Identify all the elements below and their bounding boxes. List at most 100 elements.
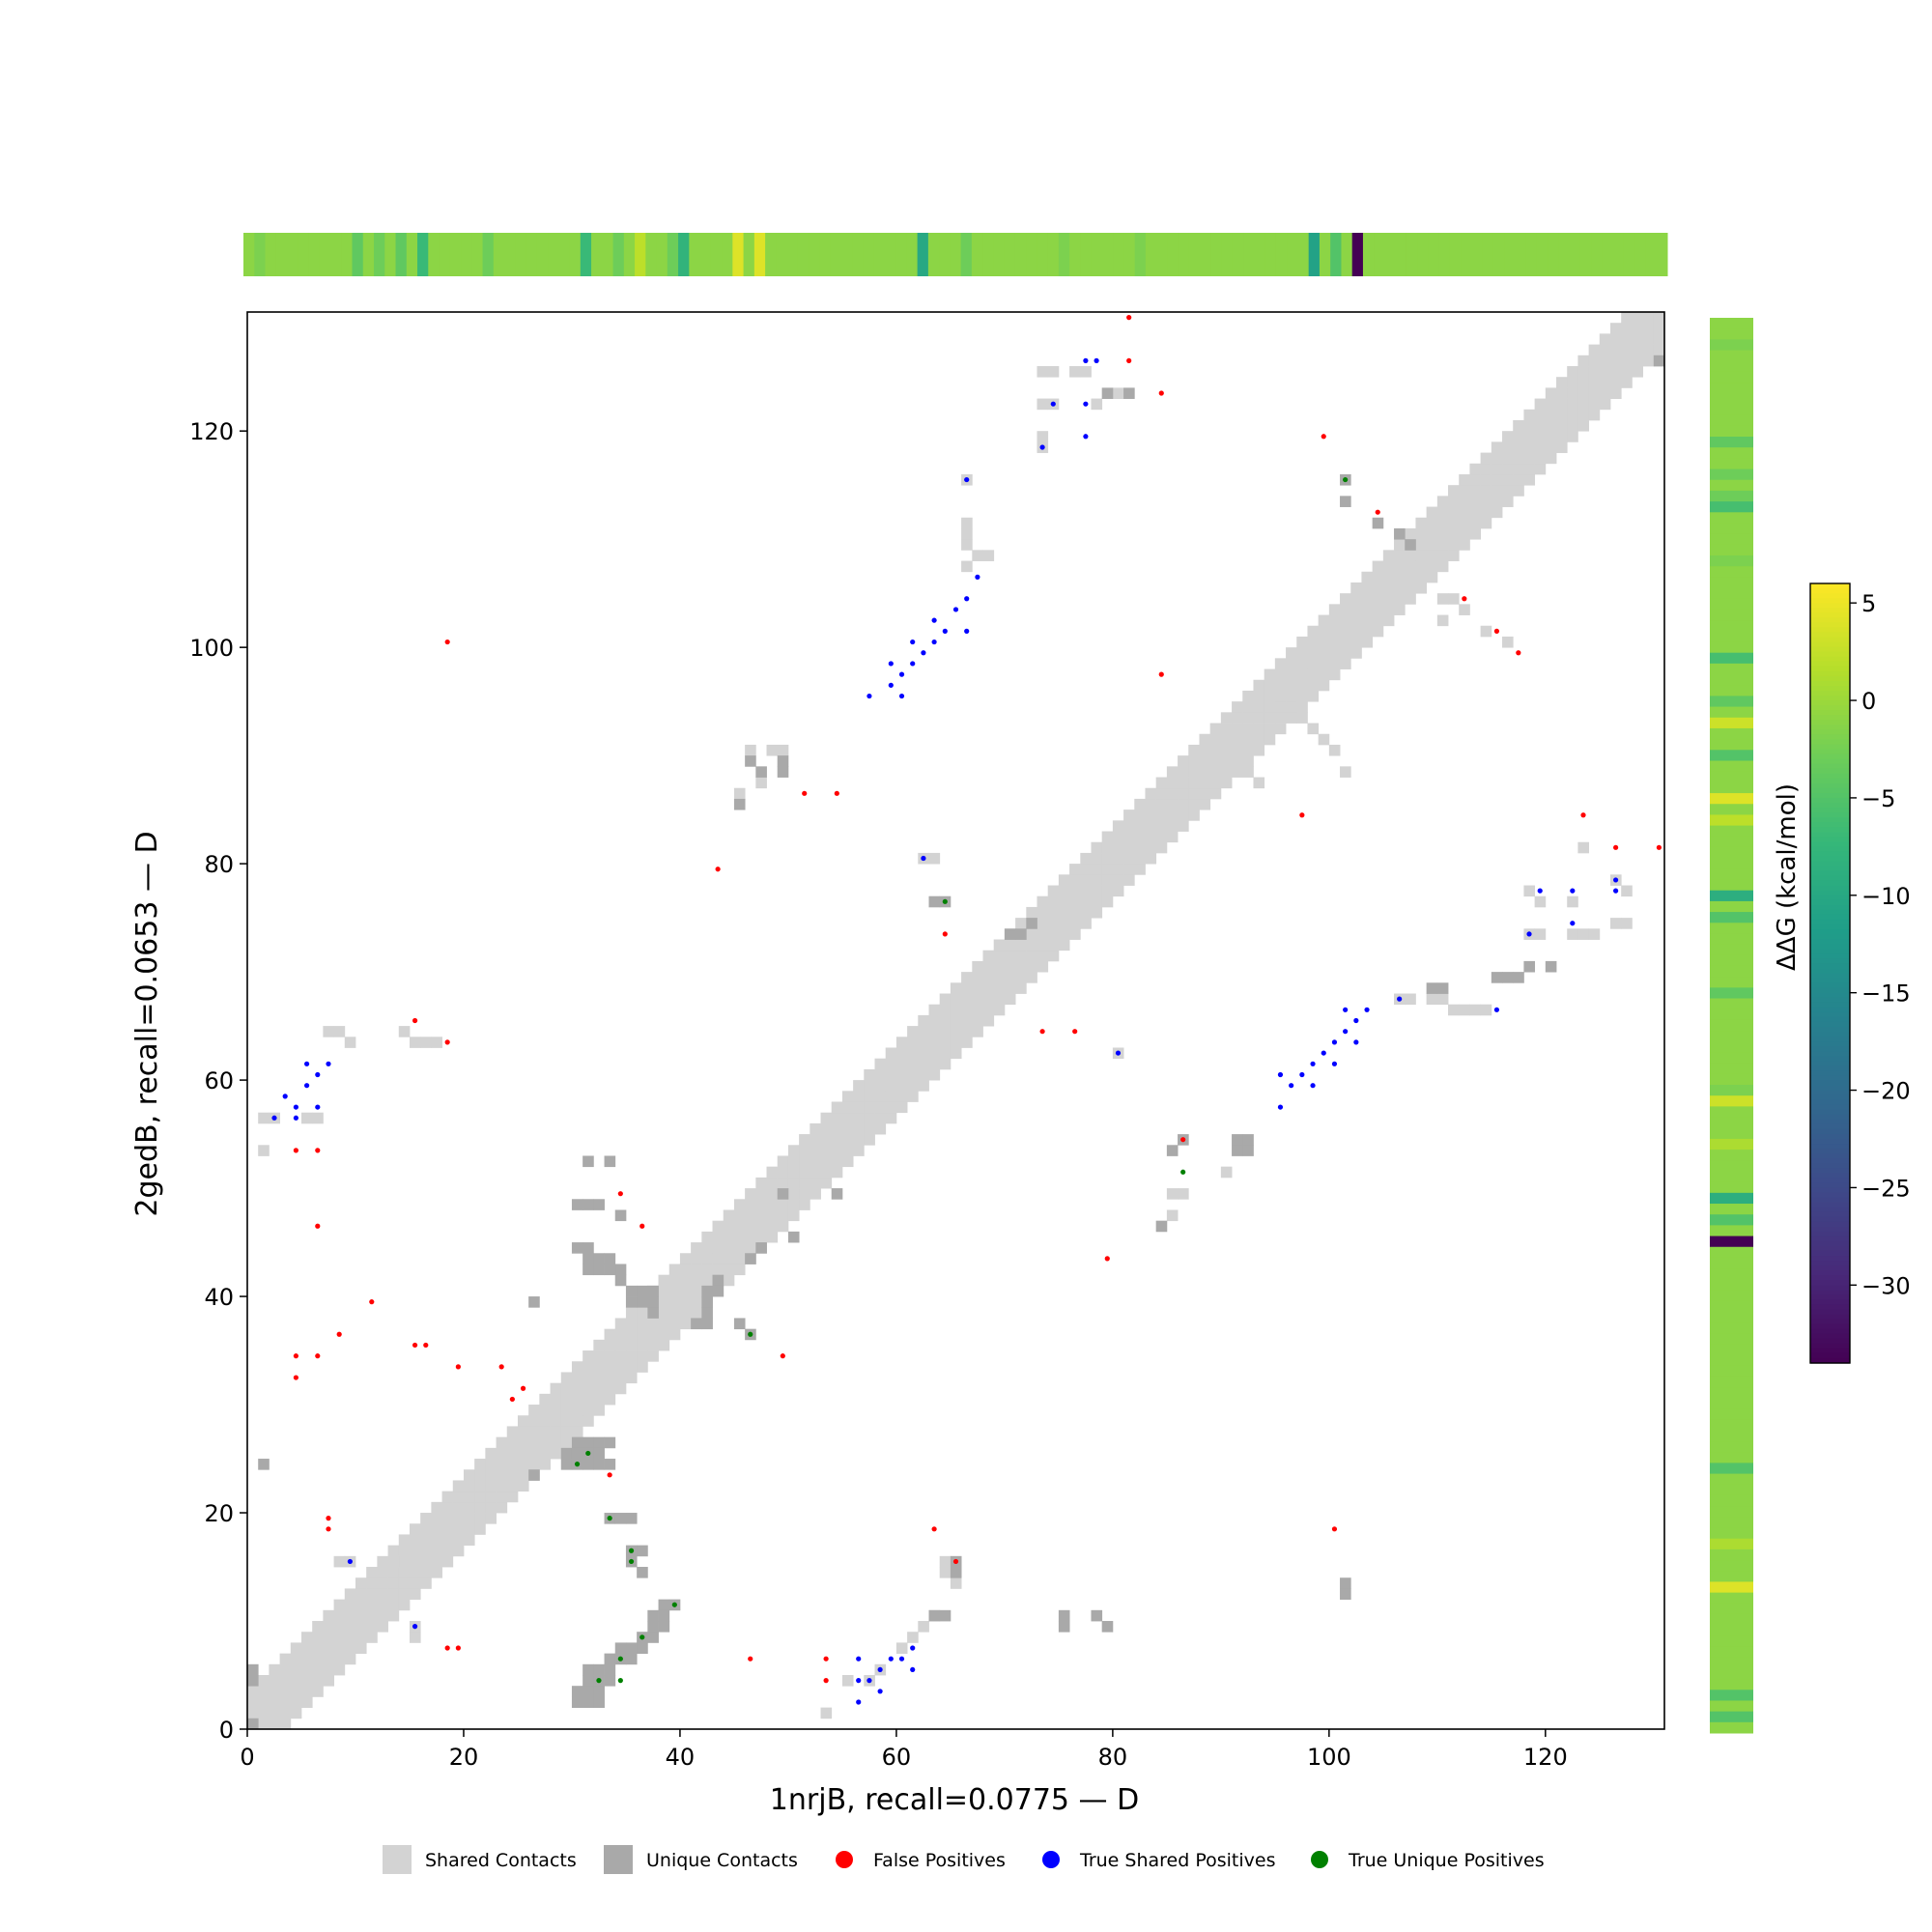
diagonal-cell bbox=[550, 1382, 562, 1395]
diagonal-cell bbox=[1610, 344, 1622, 356]
diagonal-cell bbox=[387, 1567, 400, 1578]
false-positives-point bbox=[326, 1526, 331, 1532]
top-strip-cell bbox=[254, 233, 267, 276]
diagonal-cell bbox=[485, 1491, 497, 1503]
right-strip-cell bbox=[1710, 1095, 1753, 1107]
diagonal-cell bbox=[982, 960, 995, 973]
true-shared-positives-point bbox=[910, 661, 916, 667]
diagonal-cell bbox=[1491, 485, 1503, 497]
diagonal-cell bbox=[290, 1663, 302, 1676]
unique-contact-cell bbox=[604, 1459, 616, 1470]
diagonal-cell bbox=[398, 1534, 411, 1547]
top-strip-cell bbox=[1591, 233, 1603, 276]
diagonal-cell bbox=[539, 1447, 551, 1460]
shared-contact-cell bbox=[1112, 387, 1124, 399]
diagonal-cell bbox=[366, 1588, 378, 1601]
diagonal-cell bbox=[1112, 852, 1124, 865]
diagonal-cell bbox=[864, 1091, 875, 1102]
diagonal-cell bbox=[582, 1415, 594, 1427]
diagonal-cell bbox=[1178, 777, 1189, 789]
top-strip-cell bbox=[753, 233, 766, 276]
diagonal-cell bbox=[1610, 387, 1622, 399]
right-strip-cell bbox=[1710, 890, 1753, 902]
diagonal-cell bbox=[1382, 614, 1395, 627]
colorbar-segment bbox=[1810, 1002, 1850, 1009]
diagonal-cell bbox=[1134, 810, 1146, 821]
true-shared-positives-point bbox=[1083, 434, 1089, 440]
diagonal-cell bbox=[1166, 787, 1179, 800]
diagonal-cell bbox=[810, 1155, 821, 1168]
colorbar-segment bbox=[1810, 1280, 1850, 1286]
diagonal-cell bbox=[409, 1588, 421, 1601]
diagonal-cell bbox=[1286, 647, 1297, 659]
diagonal-cell bbox=[1534, 441, 1547, 453]
diagonal-cell bbox=[398, 1599, 411, 1611]
diagonal-cell bbox=[474, 1501, 486, 1514]
right-strip-cell bbox=[1710, 1700, 1753, 1713]
diagonal-cell bbox=[528, 1415, 540, 1427]
diagonal-cell bbox=[766, 1199, 779, 1210]
diagonal-cell bbox=[755, 1177, 767, 1189]
diagonal-cell bbox=[820, 1122, 833, 1135]
right-strip-cell bbox=[1710, 1527, 1753, 1540]
diagonal-cell bbox=[366, 1621, 378, 1633]
shared-contact-cell bbox=[1069, 365, 1081, 378]
top-strip-cell bbox=[635, 233, 646, 276]
diagonal-cell bbox=[571, 1382, 583, 1395]
colorbar-segment bbox=[1810, 705, 1850, 711]
right-strip-cell bbox=[1710, 1106, 1753, 1119]
top-strip-cell bbox=[362, 233, 375, 276]
diagonal-cell bbox=[1058, 918, 1070, 929]
diagonal-cell bbox=[1296, 647, 1308, 659]
diagonal-cell bbox=[1350, 625, 1362, 638]
diagonal-cell bbox=[1480, 463, 1492, 475]
diagonal-cell bbox=[1436, 527, 1449, 540]
unique-contact-cell bbox=[593, 1686, 605, 1697]
diagonal-cell bbox=[312, 1653, 324, 1665]
shared-contact-cell bbox=[950, 1577, 962, 1589]
diagonal-cell bbox=[1155, 831, 1168, 843]
right-strip-cell bbox=[1710, 447, 1753, 459]
diagonal-cell bbox=[950, 993, 962, 1006]
diagonal-cell bbox=[506, 1469, 519, 1481]
diagonal-cell bbox=[485, 1501, 497, 1514]
diagonal-cell bbox=[993, 982, 1006, 994]
diagonal-cell bbox=[571, 1393, 583, 1406]
diagonal-cell bbox=[593, 1393, 605, 1406]
top-strip-cell bbox=[710, 233, 723, 276]
diagonal-cell bbox=[539, 1393, 551, 1406]
diagonal-cell bbox=[420, 1545, 432, 1557]
right-strip-cell bbox=[1710, 1430, 1753, 1442]
diagonal-cell bbox=[831, 1134, 843, 1146]
top-strip-cell bbox=[504, 233, 516, 276]
true-shared-positives-point bbox=[347, 1558, 353, 1565]
diagonal-cell bbox=[604, 1393, 616, 1406]
unique-contact-cell bbox=[582, 1686, 594, 1697]
diagonal-cell bbox=[895, 1091, 908, 1102]
shared-contact-cell bbox=[1037, 431, 1049, 442]
diagonal-cell bbox=[928, 1058, 941, 1070]
false-positives-point bbox=[1656, 844, 1662, 850]
unique-contacts-legend-swatch bbox=[604, 1845, 633, 1874]
unique-contact-cell bbox=[614, 1209, 627, 1222]
top-strip-cell bbox=[1123, 233, 1136, 276]
diagonal-cell bbox=[1405, 571, 1416, 583]
diagonal-cell bbox=[1567, 409, 1578, 421]
diagonal-cell bbox=[1178, 798, 1189, 810]
colorbar-segment bbox=[1810, 1085, 1850, 1092]
diagonal-cell bbox=[1621, 312, 1633, 324]
diagonal-cell bbox=[799, 1177, 810, 1189]
diagonal-cell bbox=[1015, 918, 1027, 929]
diagonal-cell bbox=[1448, 496, 1460, 507]
false-positives-point bbox=[1104, 1256, 1110, 1262]
diagonal-cell bbox=[377, 1577, 388, 1589]
diagonal-cell bbox=[1166, 810, 1179, 821]
right-strip-cell bbox=[1710, 1625, 1753, 1636]
diagonal-cell bbox=[961, 982, 973, 994]
false-positives-point bbox=[444, 639, 450, 645]
diagonal-cell bbox=[1264, 701, 1276, 713]
diagonal-cell bbox=[1556, 387, 1568, 399]
diagonal-cell bbox=[1101, 895, 1114, 908]
diagonal-cell bbox=[1350, 636, 1362, 648]
colorbar-segment bbox=[1810, 837, 1850, 842]
